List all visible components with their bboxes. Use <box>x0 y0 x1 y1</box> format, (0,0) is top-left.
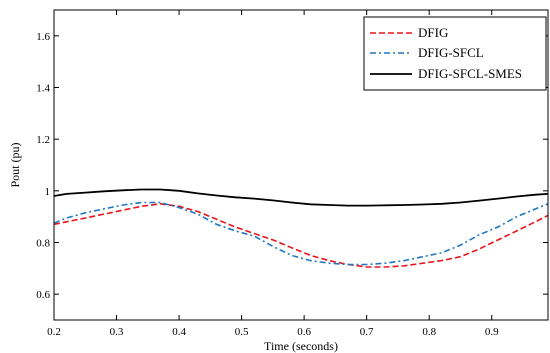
series-line-dfig-sfcl <box>53 201 549 266</box>
series-layer <box>53 188 549 268</box>
legend: DFIG DFIG-SFCL DFIG-SFCL-SMES <box>363 16 547 91</box>
y-tick-label: 1 <box>45 186 51 198</box>
legend-label-dfig-sfcl: DFIG-SFCL <box>418 45 484 60</box>
x-tick-label: 0.8 <box>422 326 436 338</box>
series-line-dfig <box>53 202 549 268</box>
plot-frame <box>53 9 549 321</box>
x-axis-label: Time (seconds) <box>264 339 338 353</box>
x-tick-label: 0.3 <box>110 326 124 338</box>
x-tick-label: 0.9 <box>485 326 499 338</box>
legend-label-dfig-sfcl-smes: DFIG-SFCL-SMES <box>418 66 522 81</box>
x-tick-label: 0.5 <box>235 326 249 338</box>
y-tick-label: 1.2 <box>36 134 50 146</box>
y-tick-label: 0.6 <box>36 289 50 301</box>
series-line-dfig-sfcl-smes <box>53 188 549 207</box>
x-tick-label: 0.2 <box>47 326 61 338</box>
x-tick-label: 0.6 <box>297 326 311 338</box>
y-tick-label: 0.8 <box>36 238 50 250</box>
y-tick-label: 1.6 <box>36 31 50 43</box>
x-tick-label: 0.4 <box>172 326 186 338</box>
y-tick-label: 1.4 <box>36 83 50 95</box>
x-tick-label: 0.7 <box>360 326 374 338</box>
tick-layer: 0.2 0.3 0.4 0.5 0.6 0.7 0.8 0.9 0.6 0.8 1 1.2 1.4 1.6 <box>36 10 548 338</box>
legend-label-dfig: DFIG <box>418 25 448 40</box>
y-axis-label: Pout (pu) <box>8 142 22 187</box>
